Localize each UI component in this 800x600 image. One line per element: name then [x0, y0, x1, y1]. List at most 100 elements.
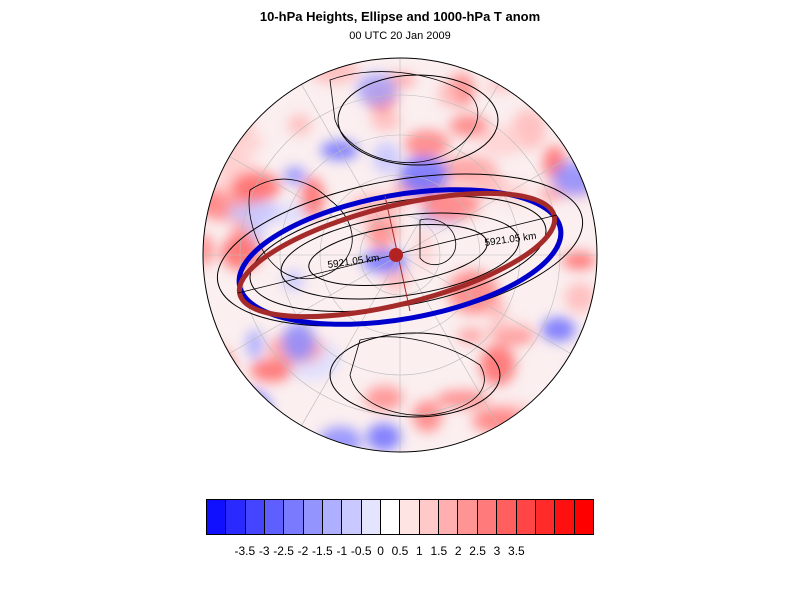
- colorbar-label: 0.5: [391, 544, 409, 558]
- colorbar-swatch: [574, 500, 593, 534]
- colorbar-label: -2: [297, 544, 309, 558]
- colorbar-label: 1: [416, 544, 423, 558]
- colorbar-swatch: [323, 500, 343, 534]
- colorbar-swatch: [303, 500, 324, 534]
- colorbar-swatch: [381, 500, 401, 534]
- colorbar-label: 3: [493, 544, 501, 558]
- anomaly-patch: [570, 391, 595, 426]
- colorbar-swatch: [419, 500, 440, 534]
- colorbar-swatch: [265, 500, 285, 534]
- anomaly-patch: [447, 270, 499, 314]
- colorbar-swatch: [342, 500, 362, 534]
- colorbar-swatch: [497, 500, 517, 534]
- anomaly-patch: [250, 358, 293, 382]
- anomaly-patch: [318, 426, 362, 452]
- coastline: [248, 178, 353, 279]
- anomaly-patch: [552, 161, 597, 196]
- anomaly-patch: [564, 282, 596, 313]
- colorbar-swatch: [477, 500, 498, 534]
- meridian-line: [399, 254, 501, 429]
- colorbar-label: 0: [377, 544, 384, 558]
- colorbar-swatch: [245, 500, 266, 534]
- meridian-line: [226, 154, 401, 256]
- anomaly-patch: [376, 220, 400, 244]
- vortex-centroid-marker: [389, 248, 403, 262]
- anomaly-patch: [449, 114, 489, 137]
- meridian-line: [399, 81, 501, 256]
- meridian-line: [299, 254, 401, 429]
- globe-border: [202, 57, 598, 453]
- colorbar-swatch: [516, 500, 536, 534]
- anomaly-patch: [287, 114, 312, 136]
- anomaly-patch: [220, 235, 262, 271]
- coastline: [349, 336, 485, 416]
- anomaly-patch: [232, 390, 271, 432]
- anomaly-patch: [365, 384, 404, 411]
- meridian-line: [399, 254, 574, 356]
- anomaly-patch: [414, 229, 433, 272]
- anomaly-patch: [472, 407, 527, 434]
- coastline: [329, 71, 479, 163]
- figure-subtitle: 00 UTC 20 Jan 2009: [349, 30, 451, 42]
- anomaly-patch: [485, 322, 534, 338]
- colorbar-label: -3.5: [234, 544, 256, 558]
- anomaly-patch: [522, 410, 580, 449]
- colorbar-tick-labels: -3.5 -3 -2.5 -2 -1.5 -1 -0.5 0 0.5 1 1.5 2 2.5 3 3.5: [206, 544, 594, 560]
- anomaly-patch: [541, 317, 576, 342]
- anomaly-patch: [568, 360, 595, 383]
- anomaly-patch: [437, 80, 459, 108]
- colorbar-label: -1.5: [312, 544, 333, 558]
- anomaly-patch: [370, 111, 401, 131]
- colorbar-swatch: [458, 500, 478, 534]
- anomaly-patch: [436, 390, 489, 408]
- anomaly-patch: [399, 155, 449, 195]
- anomaly-patch: [281, 322, 316, 362]
- colorbar-swatch: [284, 500, 304, 534]
- colorbar-swatch: [400, 500, 420, 534]
- colorbar-swatch: [535, 500, 556, 534]
- coastlines: [248, 71, 485, 416]
- anomaly-patch: [222, 80, 253, 94]
- colorbar-swatch: [439, 500, 459, 534]
- anomaly-patch: [478, 126, 526, 157]
- colorbar-label: -0.5: [350, 544, 372, 558]
- anomaly-patch: [203, 125, 243, 138]
- figure-title: 10-hPa Heights, Ellipse and 1000-hPa T a…: [259, 9, 541, 24]
- colorbar-label: 3.5: [508, 544, 525, 558]
- colorbar-swatch: [555, 500, 575, 534]
- anomaly-patch: [372, 142, 400, 174]
- meridian-line: [399, 154, 574, 256]
- colorbar-label: -2.5: [273, 544, 294, 558]
- colorbar-label: -3: [258, 544, 270, 558]
- anomaly-patch: [282, 270, 305, 291]
- anomaly-patch: [264, 203, 314, 224]
- colorbar: [206, 499, 594, 535]
- anomaly-patch: [356, 72, 397, 106]
- height-contour: [280, 212, 520, 300]
- anomaly-patch: [203, 431, 220, 452]
- lat-lon-grid: [203, 58, 597, 452]
- colorbar-label: -1: [336, 544, 348, 558]
- anomaly-patch: [245, 329, 264, 359]
- anomaly-patch: [240, 58, 301, 81]
- anomaly-patch: [203, 234, 214, 266]
- anomaly-patch: [210, 58, 264, 88]
- colorbar-swatch: [361, 500, 382, 534]
- colorbar-label: 1.5: [430, 544, 448, 558]
- height-contour: [329, 332, 501, 418]
- coastline: [419, 218, 457, 266]
- anomaly-patch: [218, 392, 253, 414]
- anomaly-patch: [203, 348, 235, 385]
- anomaly-patch: [404, 130, 450, 158]
- colorbar-label: 2: [454, 544, 462, 558]
- colorbar-swatch: [226, 500, 246, 534]
- anomaly-patch: [230, 58, 285, 82]
- anomaly-patch: [457, 327, 485, 344]
- anomaly-patch: [309, 58, 359, 85]
- colorbar-label: 2.5: [469, 544, 486, 558]
- colorbar-swatch: [207, 500, 227, 534]
- anomaly-patch: [208, 407, 264, 435]
- anomaly-patch: [366, 423, 401, 452]
- anomaly-patch: [562, 251, 596, 270]
